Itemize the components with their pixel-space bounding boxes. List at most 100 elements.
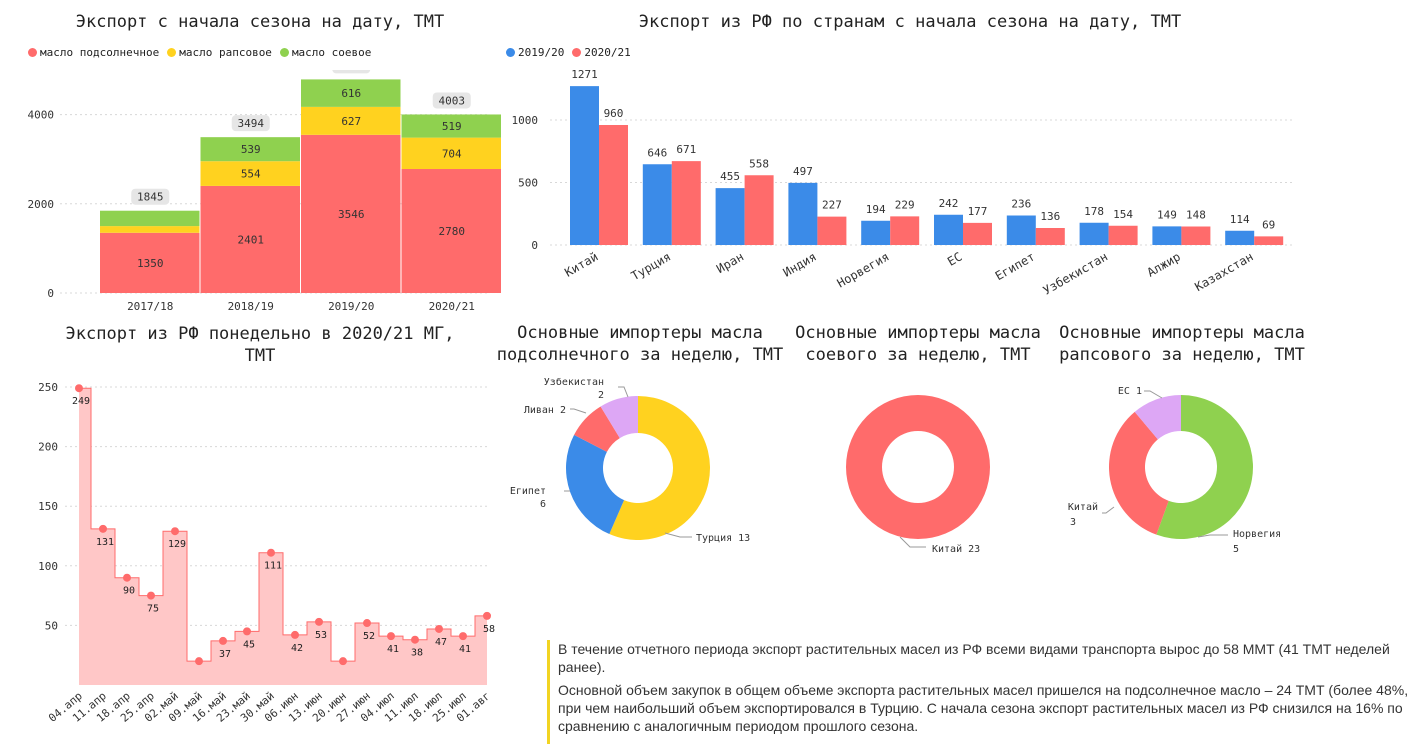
country-bar[interactable] [715, 188, 745, 245]
bar-segment[interactable] [301, 134, 401, 293]
y-tick-label: 2000 [28, 198, 55, 211]
donut-slice[interactable] [1109, 411, 1169, 535]
point-value-label: 249 [72, 396, 90, 407]
legend-item-sunflower[interactable]: масло подсолнечное [28, 46, 159, 59]
data-point[interactable] [291, 630, 299, 639]
pie-soy-donut[interactable]: Китай 23 [800, 365, 1040, 565]
country-bar[interactable] [671, 161, 701, 245]
pie-rapeseed-title-line1: Основные импортеры масла [1059, 323, 1305, 343]
country-bar[interactable] [1181, 226, 1211, 246]
donut-slice[interactable] [846, 395, 990, 539]
area-fill [79, 388, 487, 685]
country-bar[interactable] [963, 222, 992, 245]
weekly-title-line1: Экспорт из РФ понедельно в 2020/21 МГ, [65, 324, 455, 344]
country-bar[interactable] [788, 182, 818, 245]
donut-slice[interactable] [566, 434, 625, 535]
country-bar[interactable] [1108, 225, 1138, 245]
bar-segment[interactable] [200, 137, 301, 162]
x-tick-label: Китай [562, 249, 600, 279]
data-point[interactable] [339, 657, 347, 666]
country-bar[interactable] [890, 216, 920, 245]
donut-slice[interactable] [574, 406, 620, 452]
slice-label: Ливан 2 [524, 405, 566, 416]
legend-item-rapeseed[interactable]: масло рапсовое [167, 46, 272, 59]
bar-value-label: 627 [341, 115, 361, 128]
bar-segment[interactable] [100, 232, 200, 293]
bar-value-label: 497 [793, 165, 813, 178]
donut-slice[interactable] [609, 396, 710, 540]
data-point[interactable] [363, 619, 371, 628]
y-tick-label: 100 [38, 560, 58, 573]
slice-label: 3 [1070, 517, 1076, 528]
bar-segment[interactable] [301, 106, 401, 135]
bar-value-label: 177 [968, 205, 988, 218]
data-point[interactable] [243, 627, 251, 636]
bar-segment[interactable] [301, 79, 401, 107]
bar-value-label: 242 [939, 197, 959, 210]
bar-value-label: 1271 [571, 70, 598, 81]
data-point[interactable] [483, 611, 491, 620]
bar-value-label: 236 [1011, 198, 1031, 211]
x-tick-label: Индия [781, 249, 819, 279]
data-point[interactable] [459, 632, 467, 641]
donut-slice[interactable] [600, 396, 638, 439]
country-chart-legend: 2019/20 2020/21 [506, 46, 631, 59]
bar-segment[interactable] [401, 169, 502, 293]
country-bar[interactable] [570, 86, 599, 245]
country-bar[interactable] [861, 220, 891, 245]
bar-value-label: 148 [1186, 209, 1206, 222]
country-bar[interactable] [1254, 236, 1284, 245]
country-bar[interactable] [599, 125, 628, 245]
data-point[interactable] [75, 384, 83, 393]
country-grouped-bar-chart[interactable]: 0 500 1000 1271 960 Китай 646 671 Турция 455 558 Ир… [500, 70, 1300, 310]
country-bar[interactable] [1035, 228, 1065, 245]
bar-value-label: 154 [1113, 208, 1133, 221]
slice-label: Норвегия [1233, 529, 1281, 540]
weekly-step-area-chart[interactable]: 50 100 150 200 250 249 131 90 75 129 37 45 111 42 53 52… [0, 370, 500, 749]
legend-item-2020[interactable]: 2020/21 [572, 46, 631, 59]
country-bar[interactable] [1152, 226, 1182, 245]
pie-rapeseed-donut[interactable]: Норвегия 5 Китай 3 ЕС 1 [1050, 365, 1310, 565]
bar-segment[interactable] [200, 161, 301, 186]
data-point[interactable] [315, 617, 323, 626]
country-bar[interactable] [1225, 230, 1255, 245]
legend-dot-2019 [506, 48, 515, 57]
data-point[interactable] [435, 624, 443, 633]
country-bar[interactable] [744, 175, 774, 245]
bar-segment[interactable] [401, 137, 502, 170]
country-bar[interactable] [1079, 222, 1109, 245]
pie-sunflower-donut[interactable]: Турция 13 Египет 6 Ливан 2 Узбекистан 2 [500, 365, 780, 565]
bar-segment[interactable] [200, 185, 301, 293]
data-point[interactable] [147, 591, 155, 600]
point-value-label: 53 [315, 630, 327, 641]
leader-line [1197, 534, 1228, 538]
bar-segment[interactable] [100, 210, 200, 227]
legend-item-2019[interactable]: 2019/20 [506, 46, 564, 59]
data-point[interactable] [387, 632, 395, 641]
pie-soy-title: Основные импортеры масла соевого за неде… [768, 322, 1068, 366]
data-point[interactable] [195, 657, 203, 666]
data-point[interactable] [411, 635, 419, 644]
slice-label: Узбекистан [544, 376, 604, 388]
legend-label: масло рапсовое [179, 46, 272, 59]
x-tick-label: 2019/20 [328, 300, 374, 313]
country-bar[interactable] [934, 214, 963, 245]
y-tick-label: 0 [531, 239, 538, 252]
data-point[interactable] [219, 636, 227, 645]
country-bar[interactable] [1006, 215, 1036, 246]
legend-item-soy[interactable]: масло соевое [279, 46, 372, 59]
country-bar[interactable] [642, 164, 672, 245]
bar-segment[interactable] [100, 226, 200, 233]
bar-value-label: 616 [341, 87, 361, 100]
data-point[interactable] [171, 527, 179, 536]
leader-line [899, 536, 926, 548]
bar-segment[interactable] [401, 114, 502, 138]
country-bar[interactable] [817, 216, 847, 245]
legend-label: масло соевое [291, 46, 372, 59]
season-stacked-bar-chart[interactable]: 0 2000 4000 1350 1845 2017/18 2401 554 539 3494 20… [0, 70, 520, 320]
data-point[interactable] [99, 524, 107, 533]
donut-slice[interactable] [1134, 395, 1181, 440]
data-point[interactable] [123, 573, 131, 582]
donut-slice[interactable] [1156, 395, 1253, 539]
data-point[interactable] [267, 548, 275, 557]
